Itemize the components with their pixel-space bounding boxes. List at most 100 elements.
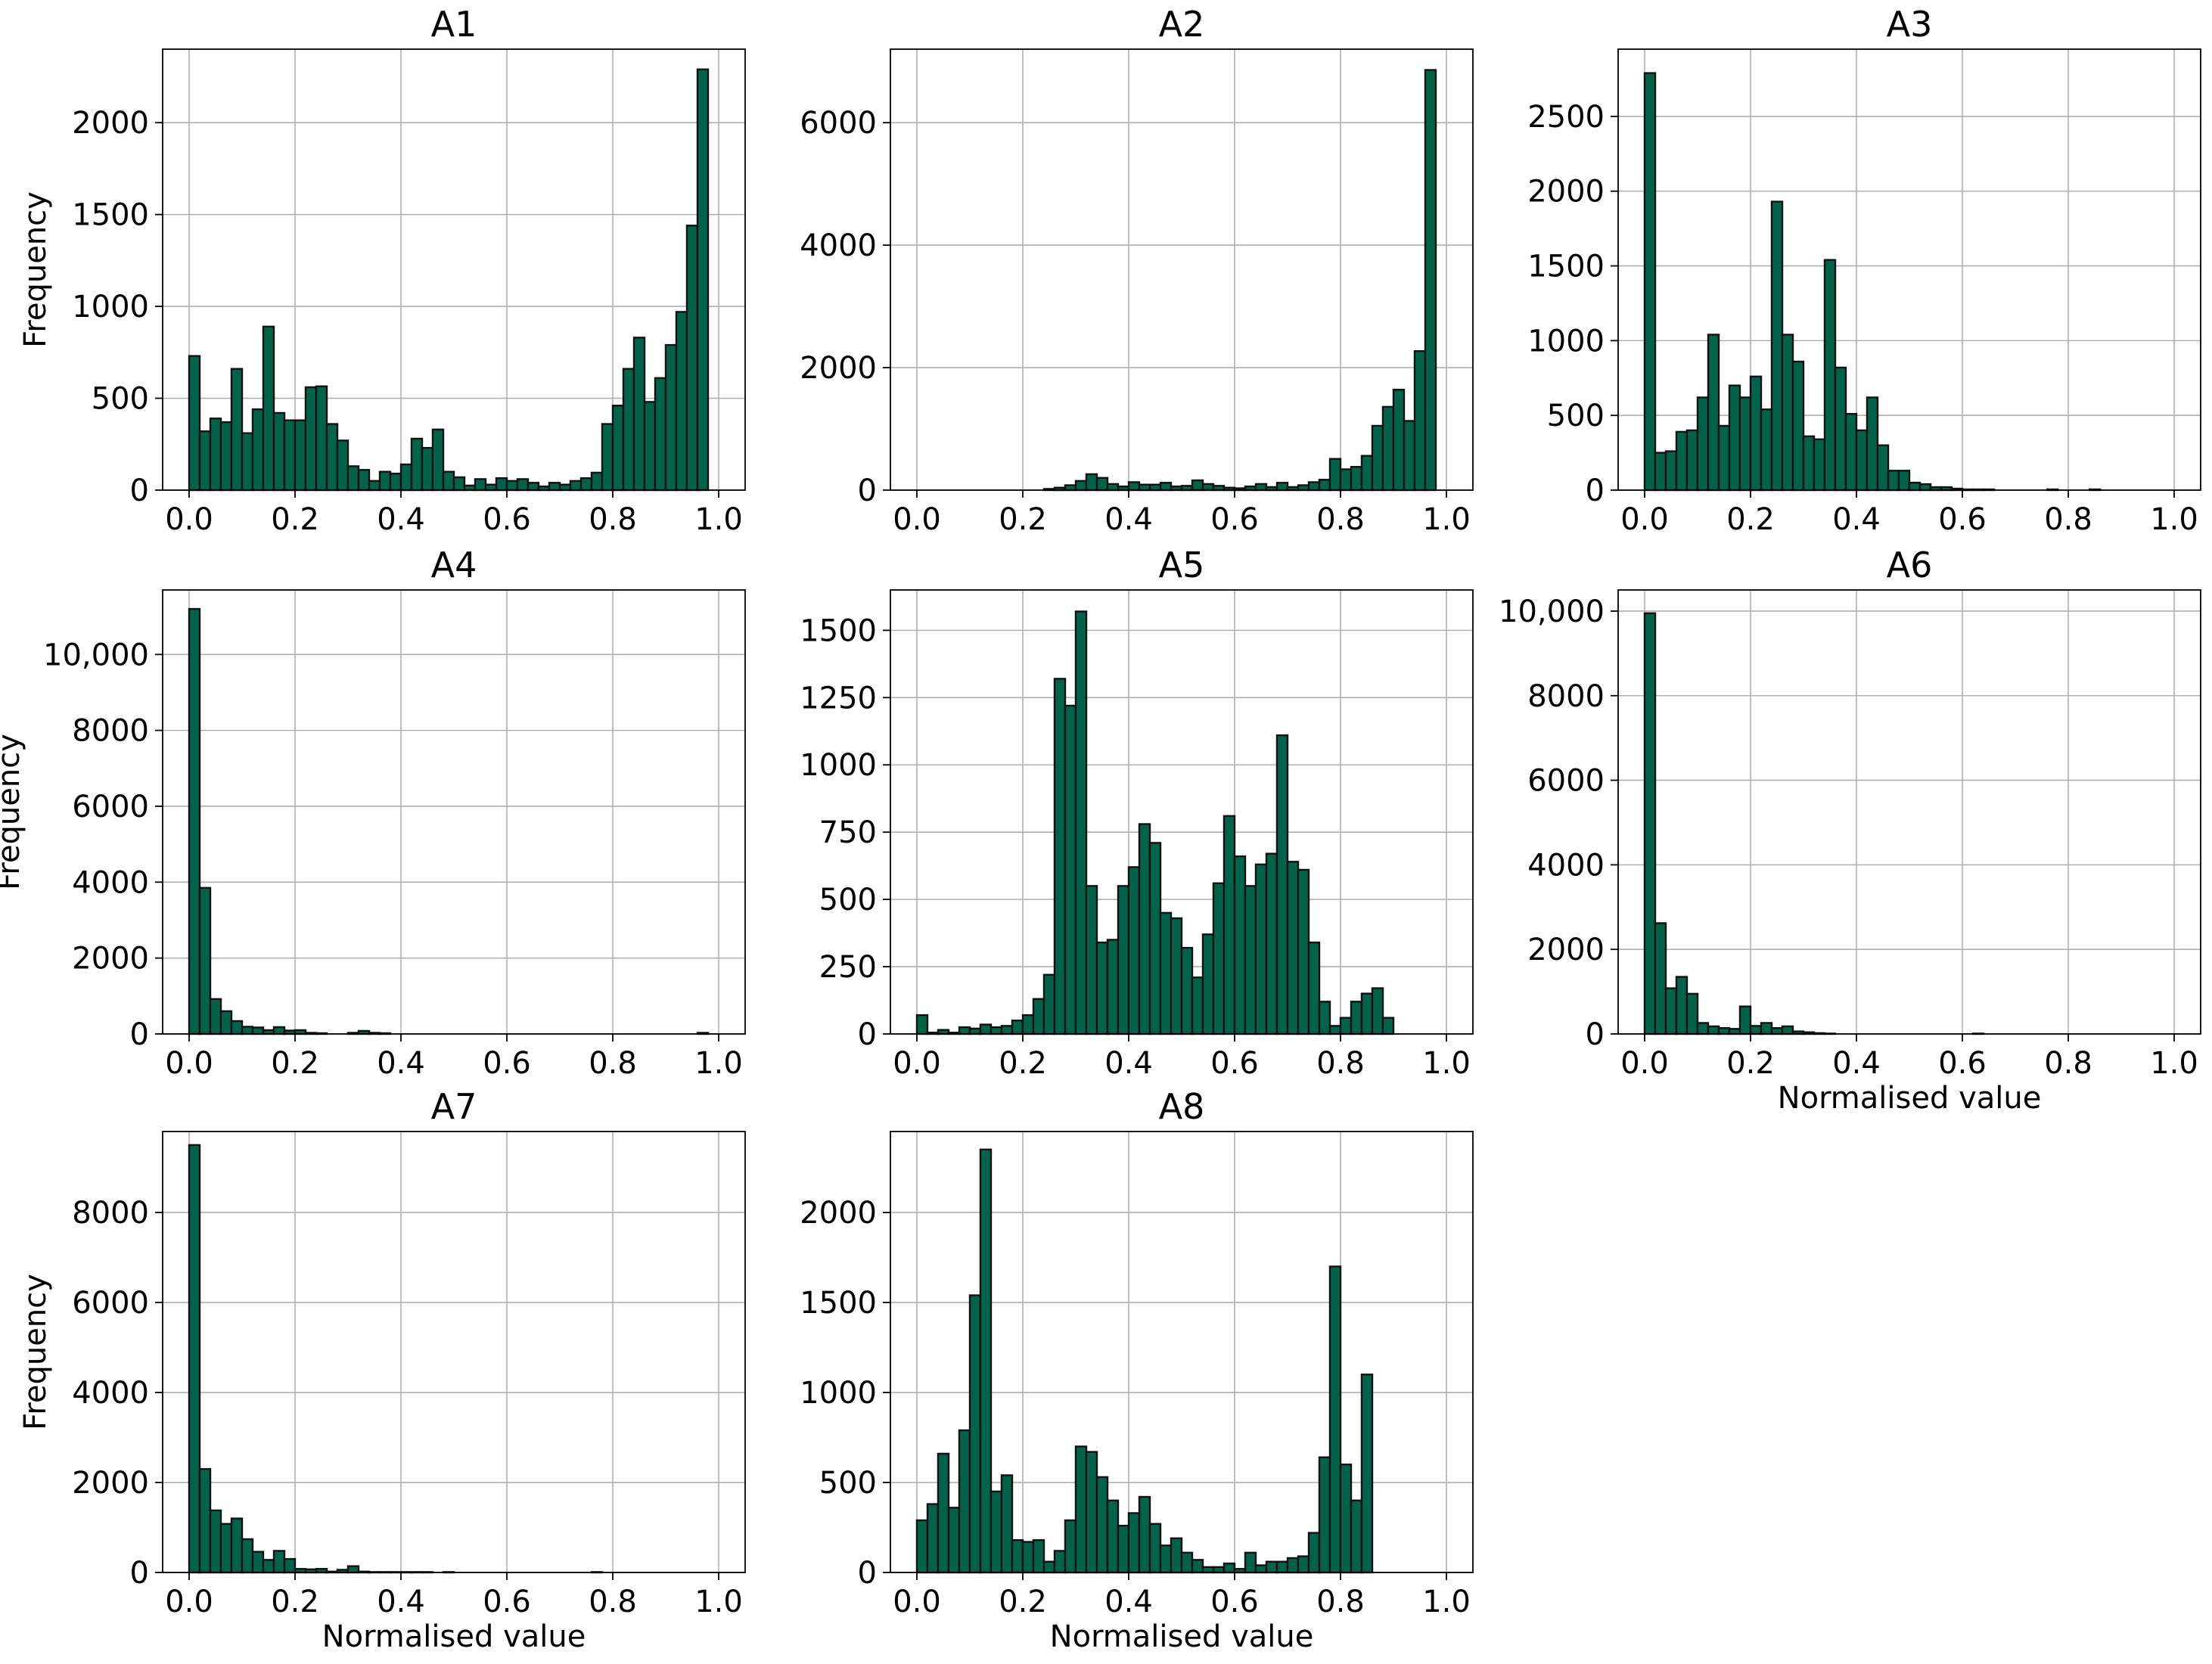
x-tick-label: 0.8	[2044, 1046, 2092, 1081]
histogram-bar	[1127, 1512, 1141, 1574]
y-tick-label: 1500	[72, 198, 149, 233]
histogram-bar	[1254, 1564, 1268, 1574]
histogram-bar	[958, 1429, 971, 1574]
y-tick-label: 8000	[72, 714, 149, 749]
bars	[188, 607, 710, 1035]
axes-frame	[162, 48, 746, 491]
histogram-bar	[1011, 1538, 1024, 1574]
histogram-bar	[1791, 360, 1805, 492]
histogram-bar	[1275, 482, 1289, 492]
y-tick-label: 2000	[72, 1466, 149, 1501]
histogram-bar	[1212, 882, 1226, 1035]
histogram-bar	[1074, 610, 1088, 1035]
histogram-bar	[272, 411, 286, 492]
histogram-bar	[1265, 852, 1278, 1035]
histogram-bar	[1085, 473, 1098, 492]
histogram-bar	[1275, 734, 1289, 1035]
histogram-bar	[1685, 429, 1699, 492]
x-tick-label: 0.0	[893, 502, 941, 537]
histogram-bar	[643, 401, 657, 492]
x-tick-label: 0.6	[1210, 1585, 1259, 1619]
histogram-bar	[1286, 1557, 1300, 1574]
y-tick-label: 1500	[800, 613, 877, 648]
histogram-bar	[1328, 1025, 1342, 1035]
histogram-bar	[1318, 1456, 1331, 1574]
histogram-bar	[1339, 468, 1353, 492]
histogram-bar	[1159, 911, 1173, 1035]
histogram-bar	[188, 355, 201, 492]
histogram-bar	[346, 465, 360, 492]
histogram-bar	[1233, 855, 1247, 1035]
histogram-bar	[262, 1559, 275, 1574]
y-tick-label: 2000	[800, 351, 877, 386]
histogram-bar	[1148, 1523, 1162, 1574]
histogram-bar	[1738, 1005, 1752, 1035]
histogram-bar	[1201, 1566, 1215, 1574]
histogram-bar	[1042, 1560, 1056, 1574]
histogram-bar	[1032, 998, 1045, 1035]
histogram-bar	[654, 377, 667, 492]
histogram-bar	[1685, 992, 1699, 1035]
y-axis-label: Frequency	[18, 1274, 53, 1430]
histogram-bar	[1643, 72, 1657, 492]
histogram-bar	[632, 337, 646, 492]
histogram-bar	[1148, 483, 1162, 492]
y-axis-label: Frequency	[0, 734, 26, 890]
axes-frame	[1617, 48, 2201, 491]
histogram-bar	[1749, 375, 1763, 492]
histogram-bar	[198, 886, 212, 1035]
x-tick-label: 0.0	[165, 1585, 213, 1619]
histogram-bar	[230, 368, 244, 492]
histogram-bar	[241, 432, 254, 492]
x-tick-label: 1.0	[2150, 1046, 2198, 1081]
histogram-bar	[590, 471, 604, 492]
histogram-bar	[1717, 424, 1731, 492]
histogram-bar	[1021, 1014, 1035, 1035]
histogram-bar	[1127, 481, 1141, 492]
histogram-bar	[1191, 976, 1204, 1035]
grid-lines	[890, 49, 1473, 491]
y-tick-label: 500	[1547, 399, 1605, 433]
panel-title: A2	[1159, 4, 1205, 45]
histogram-bar	[1307, 941, 1321, 1035]
histogram-bar	[399, 463, 413, 492]
x-tick-label: 0.6	[1938, 502, 1987, 537]
x-tick-label: 0.4	[377, 1046, 425, 1081]
y-tick-label: 1500	[1527, 250, 1605, 284]
histogram-bar	[1760, 408, 1773, 492]
y-tick-label: 6000	[800, 106, 877, 141]
histogram-bar	[958, 1026, 971, 1035]
histogram-bar	[1201, 933, 1215, 1035]
y-tick-label: 10,000	[1499, 595, 1605, 629]
histogram-bar	[209, 998, 222, 1035]
histogram-bar	[1085, 885, 1098, 1035]
bars	[1643, 72, 2102, 492]
histogram-bar	[421, 446, 434, 492]
panel-title: A8	[1159, 1086, 1205, 1127]
histogram-bar	[1675, 430, 1689, 492]
histogram-bar	[389, 472, 402, 492]
bars	[1643, 612, 1985, 1035]
histogram-bar	[1170, 1537, 1183, 1574]
histogram-bar	[219, 1010, 233, 1035]
y-tick-label: 4000	[72, 865, 149, 900]
histogram-bar	[1053, 678, 1067, 1035]
histogram-bar	[1244, 1551, 1257, 1574]
histogram-bar	[1106, 1499, 1120, 1574]
x-tick-label: 0.4	[1104, 502, 1153, 537]
histogram-bar	[442, 470, 455, 492]
histogram-panel-a3: 0.0 0.2 0.4 0.6 0.8 1.0 0 500 1000 1500 2000 2500 A3	[1527, 4, 2201, 537]
axes-frame	[1617, 589, 2201, 1035]
y-tick-label: 1000	[800, 1376, 877, 1411]
histogram-bar	[1223, 1562, 1236, 1574]
histogram-bar	[1138, 823, 1151, 1035]
y-tick-label: 2500	[1527, 100, 1605, 135]
histogram-bar	[1664, 450, 1678, 492]
histogram-bar	[272, 1550, 286, 1574]
histogram-bar	[1381, 1017, 1395, 1035]
histogram-bar	[1707, 334, 1720, 492]
histogram-bar	[1654, 922, 1667, 1035]
histogram-bar	[1918, 483, 1932, 492]
histogram-bar	[601, 423, 614, 492]
